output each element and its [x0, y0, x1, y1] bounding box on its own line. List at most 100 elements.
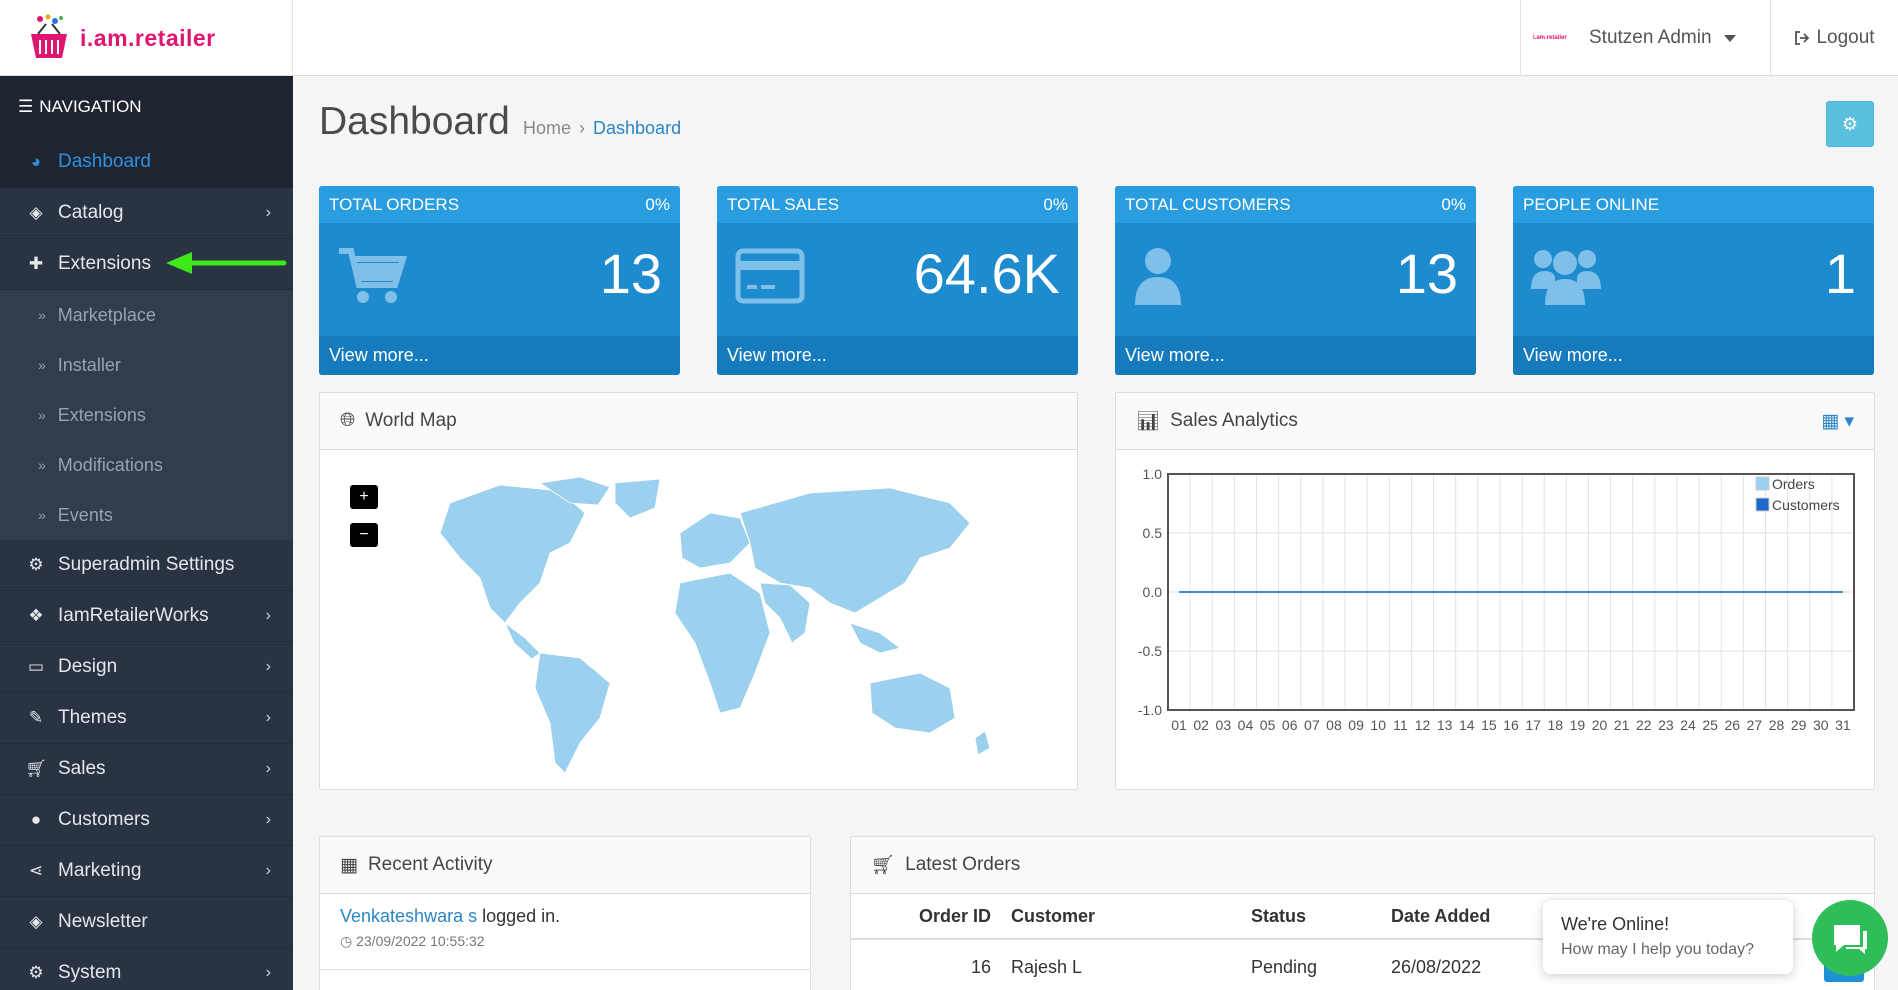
angle-double-right-icon: » — [38, 507, 46, 523]
tile-value: 64.6K — [913, 242, 1060, 305]
x-tick-label: 26 — [1725, 717, 1741, 733]
order-id-cell: 16 — [970, 956, 991, 977]
sidebar-item-marketing[interactable]: ⋖ Marketing › — [0, 846, 293, 897]
chevron-right-icon: › — [265, 607, 271, 624]
tile-total-sales: TOTAL SALES 0% 64.6K View more... — [717, 186, 1078, 375]
world-map[interactable] — [410, 473, 1010, 783]
sidebar-item-catalog[interactable]: ◈ Catalog › — [0, 188, 293, 239]
sidebar-item-design[interactable]: ▭ Design › — [0, 642, 293, 693]
chat-launcher-button[interactable] — [1812, 900, 1888, 976]
sidebar-item-superadmin-settings[interactable]: ⚙ Superadmin Settings — [0, 540, 293, 591]
sidebar-subitem-events[interactable]: » Events — [0, 490, 293, 540]
recent-activity-panel: ▦ Recent Activity Venkateshwara s logged… — [319, 836, 811, 990]
chat-subtitle: How may I help you today? — [1561, 941, 1754, 958]
credit-card-icon — [735, 248, 805, 304]
tile-view-more-link[interactable]: View more... — [1513, 336, 1874, 375]
breadcrumb-home[interactable]: Home — [523, 118, 572, 138]
x-tick-label: 07 — [1304, 717, 1320, 733]
cubes-icon: ❖ — [28, 606, 44, 625]
sidebar-item-dashboard[interactable]: ◕ Dashboard — [0, 137, 293, 188]
cogs-icon: ⚙ — [28, 555, 44, 574]
activity-user-link[interactable]: Venkateshwara s — [340, 906, 478, 926]
activity-item: Venkateshwara s logged in. ◷ 23/09/2022 … — [320, 894, 810, 970]
sidebar-item-newsletter[interactable]: ◈ Newsletter — [0, 897, 293, 948]
y-tick-label: 0.5 — [1143, 525, 1163, 541]
column-header-order-id[interactable]: Order ID — [851, 894, 1001, 940]
sidebar-item-customers[interactable]: ● Customers › — [0, 795, 293, 846]
user-dropdown[interactable]: i.am.retailer Stutzen Admin — [1520, 0, 1770, 76]
cart-icon — [339, 248, 407, 303]
panel-title: World Map — [365, 410, 457, 431]
angle-double-right-icon: » — [38, 357, 46, 373]
tile-view-more-link[interactable]: View more... — [717, 336, 1078, 375]
column-header-status[interactable]: Status — [1241, 894, 1381, 940]
x-tick-label: 16 — [1503, 717, 1519, 733]
chevron-right-icon: › — [265, 709, 271, 726]
x-tick-label: 30 — [1813, 717, 1829, 733]
map-zoom-in-button[interactable]: + — [350, 485, 378, 509]
chat-icon — [1834, 925, 1867, 954]
x-tick-label: 05 — [1260, 717, 1276, 733]
brand-name: i.am.retailer — [80, 24, 216, 51]
x-tick-label: 11 — [1393, 717, 1408, 733]
sidebar-item-sales[interactable]: 🛒︎ Sales › — [0, 744, 293, 795]
panel-title: Sales Analytics — [1170, 410, 1298, 431]
panel-title: Latest Orders — [905, 854, 1021, 875]
angle-double-right-icon: » — [38, 307, 46, 323]
brand-logo[interactable]: i.am.retailer — [0, 0, 293, 76]
cart-icon: 🛒︎ — [871, 855, 896, 876]
tag-icon: ◈ — [29, 912, 43, 931]
tile-percent: 0% — [1441, 194, 1466, 214]
sidebar-item-iamretailerworks[interactable]: ❖ IamRetailerWorks › — [0, 591, 293, 642]
sidebar-item-extensions[interactable]: ✚ Extensions — [0, 239, 293, 290]
x-tick-label: 06 — [1282, 717, 1298, 733]
settings-button[interactable]: ⚙ — [1826, 101, 1874, 147]
chevron-right-icon: › — [265, 760, 271, 777]
sidebar-item-label: Dashboard — [58, 151, 151, 172]
tile-value: 13 — [599, 242, 662, 305]
sidebar-subitem-extensions[interactable]: » Extensions — [0, 390, 293, 440]
tile-value: 13 — [1395, 242, 1458, 305]
tile-total-customers: TOTAL CUSTOMERS 0% 13 View more... — [1115, 186, 1476, 375]
calendar-dropdown-icon[interactable]: ▦ ▾ — [1821, 410, 1854, 432]
column-header-customer[interactable]: Customer — [1001, 894, 1241, 940]
chevron-right-icon: › — [265, 862, 271, 879]
sidebar-subitem-label: Marketplace — [57, 304, 156, 325]
y-tick-label: -0.5 — [1138, 643, 1162, 659]
sidebar-subitem-marketplace[interactable]: » Marketplace — [0, 290, 293, 340]
tile-percent: 0% — [645, 194, 670, 214]
sidebar-subitem-label: Extensions — [57, 404, 146, 425]
activity-time: 23/09/2022 10:55:32 — [356, 933, 485, 949]
x-tick-label: 13 — [1437, 717, 1453, 733]
logout-link[interactable]: Logout — [1770, 0, 1898, 76]
x-tick-label: 29 — [1791, 717, 1807, 733]
x-tick-label: 01 — [1171, 717, 1187, 733]
x-tick-label: 04 — [1238, 717, 1254, 733]
x-tick-label: 31 — [1835, 717, 1851, 733]
sidebar-subitem-installer[interactable]: » Installer — [0, 340, 293, 390]
sidebar-subitem-modifications[interactable]: » Modifications — [0, 440, 293, 490]
breadcrumb-dashboard[interactable]: Dashboard — [593, 118, 682, 138]
tile-view-more-link[interactable]: View more... — [1115, 336, 1476, 375]
sidebar-item-label: Catalog — [58, 202, 124, 223]
sidebar-item-label: Extensions — [58, 253, 151, 274]
chat-greeting-bubble[interactable]: We're Online! How may I help you today? — [1543, 900, 1793, 974]
sidebar-item-themes[interactable]: ✎ Themes › — [0, 693, 293, 744]
caret-down-icon — [1723, 34, 1736, 42]
tile-title: TOTAL CUSTOMERS — [1125, 194, 1291, 214]
tile-view-more-link[interactable]: View more... — [319, 336, 680, 375]
sidebar-item-system[interactable]: ⚙ System › — [0, 948, 293, 990]
sidebar-item-label: Sales — [58, 758, 106, 779]
puzzle-icon: ✚ — [28, 254, 44, 273]
y-tick-label: -1.0 — [1138, 702, 1162, 718]
page-title: Dashboard — [319, 100, 510, 143]
chevron-right-icon: › — [265, 811, 271, 828]
cart-icon: 🛒︎ — [25, 759, 47, 778]
main-content: Dashboard Home › Dashboard ⚙ TOTAL ORDER… — [293, 76, 1898, 990]
tile-percent: 0% — [1043, 194, 1068, 214]
breadcrumb-separator: › — [579, 118, 586, 138]
map-zoom-out-button[interactable]: − — [350, 523, 378, 547]
x-tick-label: 28 — [1769, 717, 1785, 733]
monitor-icon: ▭ — [27, 657, 45, 676]
gear-icon: ⚙ — [28, 963, 44, 982]
